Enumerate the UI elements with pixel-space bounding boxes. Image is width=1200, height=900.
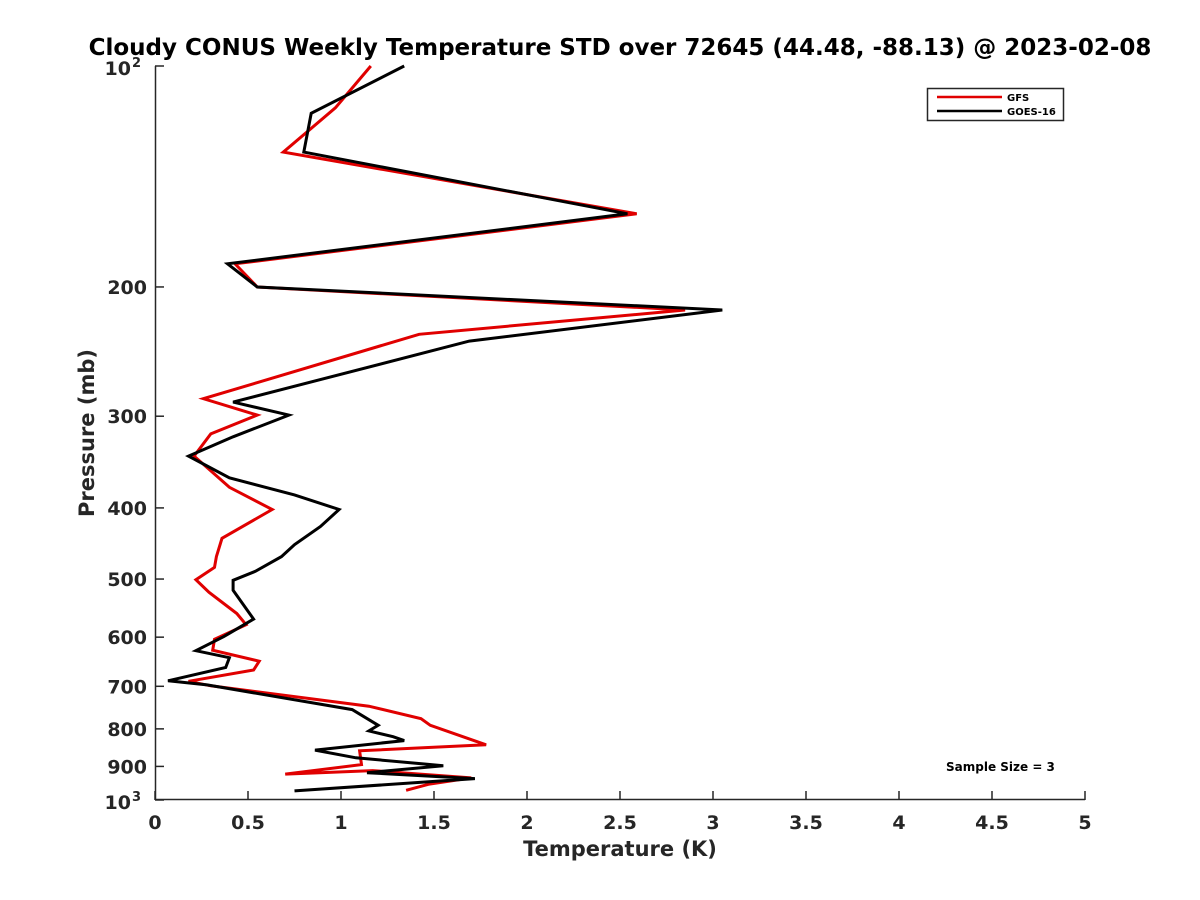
x-tick-label: 3.5 [789, 812, 823, 834]
series-line-goes-16 [167, 64, 723, 793]
y-tick-label: 300 [107, 406, 147, 428]
y-tick-label: 800 [107, 719, 147, 741]
x-tick-label: 3 [706, 812, 719, 834]
chart-title: Cloudy CONUS Weekly Temperature STD over… [89, 35, 1152, 61]
y-tick-label: 10 [105, 792, 131, 814]
x-tick-label: 2 [520, 812, 533, 834]
y-tick-label: 400 [107, 498, 147, 520]
y-tick-label: 500 [107, 569, 147, 591]
y-tick-label: 10 [105, 58, 131, 80]
sample-size-annotation: Sample Size = 3 [946, 760, 1055, 774]
series-line-gfs [188, 65, 686, 792]
y-tick-label: 700 [107, 676, 147, 698]
y-axis-label: Pressure (mb) [75, 349, 99, 517]
legend-label-goes-16: GOES-16 [1007, 107, 1056, 118]
x-tick-label: 1 [334, 812, 347, 834]
y-tick-label: 200 [107, 277, 147, 299]
x-tick-label: 2.5 [603, 812, 637, 834]
y-tick-exponent: 3 [132, 790, 141, 805]
x-axis-label: Temperature (K) [523, 837, 717, 861]
plot-lines [167, 64, 723, 793]
legend: GFS GOES-16 [926, 87, 1065, 122]
legend-label-gfs: GFS [1007, 93, 1029, 104]
x-tick-label: 0 [148, 812, 161, 834]
x-tick-label: 4 [892, 812, 905, 834]
x-tick-label: 4.5 [975, 812, 1009, 834]
x-tick-label: 1.5 [417, 812, 451, 834]
x-tick-label: 0.5 [231, 812, 265, 834]
y-tick-label: 600 [107, 627, 147, 649]
x-ticks: 0 0.5 1 1.5 2 2.5 3 3.5 4 4.5 5 [148, 791, 1092, 834]
y-tick-exponent: 2 [132, 56, 141, 71]
x-tick-label: 5 [1078, 812, 1091, 834]
legend-box [926, 87, 1065, 122]
y-tick-label: 900 [107, 756, 147, 778]
